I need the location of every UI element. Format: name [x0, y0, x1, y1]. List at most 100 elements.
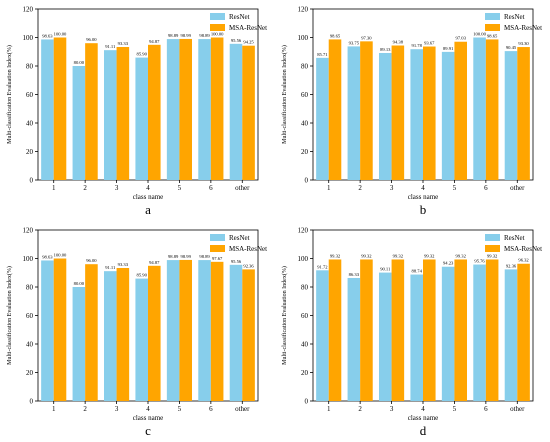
value-label-msa-resnet: 96.32 — [518, 258, 529, 263]
value-label-msa-resnet: 93.30 — [518, 41, 529, 46]
value-label-msa-resnet: 97.30 — [361, 35, 372, 40]
bar-msa-resnet — [485, 259, 499, 401]
y-tick-label: 20 — [301, 148, 309, 156]
y-tick-label: 80 — [26, 284, 34, 292]
bar-resnet — [198, 39, 211, 180]
bar-msa-resnet — [328, 259, 342, 401]
bar-resnet — [104, 50, 117, 181]
value-label-msa-resnet: 99.32 — [361, 253, 372, 258]
value-label-msa-resnet: 98.99 — [181, 33, 192, 38]
bar-msa-resnet — [53, 258, 67, 401]
bar-msa-resnet — [423, 46, 436, 180]
x-tick-label: 1 — [52, 184, 56, 192]
bar-msa-resnet — [391, 259, 405, 401]
value-label-msa-resnet: 94.87 — [149, 39, 160, 44]
legend-label-msa-resnet: MSA-ResNet — [229, 24, 267, 32]
bar-msa-resnet — [517, 47, 530, 180]
x-tick-label: 6 — [209, 184, 213, 192]
bar-msa-resnet — [485, 39, 499, 180]
bar-resnet — [198, 260, 211, 401]
y-tick-label: 100 — [298, 255, 309, 263]
value-label-msa-resnet: 98.65 — [330, 33, 341, 38]
value-label-msa-resnet: 100.00 — [54, 253, 67, 258]
value-label-resnet: 98.63 — [42, 254, 53, 259]
value-label-resnet: 85.90 — [137, 273, 148, 278]
x-tick-label: other — [510, 405, 525, 413]
x-axis-label: class name — [408, 414, 439, 422]
value-label-resnet: 98.89 — [199, 33, 210, 38]
bar-resnet — [347, 46, 361, 180]
bar-resnet — [135, 278, 148, 401]
legend-swatch-resnet — [210, 13, 225, 20]
y-tick-label: 20 — [301, 369, 309, 377]
y-tick-label: 60 — [26, 91, 34, 99]
x-tick-label: other — [510, 184, 525, 192]
y-tick-label: 20 — [26, 148, 34, 156]
y-tick-label: 40 — [26, 120, 34, 128]
bar-resnet — [473, 37, 486, 180]
panel-label: d — [420, 423, 427, 438]
y-tick-label: 100 — [298, 34, 309, 42]
bar-msa-resnet — [179, 259, 192, 401]
bar-msa-resnet — [148, 265, 161, 401]
value-label-resnet: 86.33 — [349, 272, 360, 277]
x-tick-label: 3 — [115, 184, 119, 192]
value-label-msa-resnet: 99.32 — [330, 253, 341, 258]
value-label-msa-resnet: 100.00 — [211, 32, 224, 37]
bar-resnet — [41, 260, 54, 401]
value-label-msa-resnet: 93.33 — [118, 41, 129, 46]
value-label-resnet: 98.89 — [168, 33, 179, 38]
y-tick-label: 120 — [23, 6, 34, 14]
bar-msa-resnet — [148, 44, 161, 181]
value-label-msa-resnet: 94.87 — [149, 260, 160, 265]
bar-msa-resnet — [85, 264, 98, 401]
bar-msa-resnet — [210, 37, 224, 180]
x-tick-label: 5 — [178, 184, 182, 192]
value-label-resnet: 98.89 — [199, 254, 210, 259]
bar-resnet — [229, 264, 243, 401]
x-tick-label: 6 — [484, 405, 488, 413]
y-tick-label: 0 — [30, 398, 34, 406]
value-label-msa-resnet: 96.00 — [86, 37, 97, 42]
x-tick-label: other — [235, 405, 250, 413]
bar-resnet — [41, 39, 54, 180]
bar-resnet — [410, 274, 423, 401]
legend-label-resnet: ResNet — [229, 13, 250, 21]
value-label-resnet: 95.56 — [231, 259, 242, 264]
value-label-msa-resnet: 96.00 — [86, 258, 97, 263]
x-axis-label: class name — [133, 193, 164, 201]
value-label-resnet: 100.00 — [473, 32, 486, 37]
legend-label-msa-resnet: MSA-ResNet — [229, 245, 267, 253]
y-tick-label: 80 — [301, 284, 309, 292]
bar-msa-resnet — [85, 43, 98, 181]
bar-resnet — [135, 57, 148, 180]
value-label-resnet: 91.72 — [317, 264, 328, 269]
bar-resnet — [441, 51, 455, 180]
value-label-resnet: 98.89 — [168, 254, 179, 259]
bar-resnet — [72, 287, 86, 401]
legend-swatch-msa-resnet — [210, 24, 225, 31]
value-label-resnet: 91.78 — [412, 43, 423, 48]
x-axis-label: class name — [133, 414, 164, 422]
x-tick-label: 4 — [421, 184, 425, 192]
legend-swatch-msa-resnet — [210, 245, 225, 252]
legend-label-resnet: ResNet — [229, 234, 250, 242]
value-label-msa-resnet: 94.25 — [243, 40, 254, 45]
bar-resnet — [316, 270, 329, 401]
value-label-msa-resnet: 97.03 — [456, 36, 467, 41]
x-tick-label: 2 — [358, 405, 362, 413]
y-axis-label: Multi-classification Evaluation Index(%) — [6, 266, 13, 365]
bar-msa-resnet — [391, 45, 405, 180]
value-label-resnet: 91.11 — [105, 44, 116, 49]
y-tick-label: 120 — [298, 6, 309, 14]
value-label-msa-resnet: 99.32 — [424, 253, 435, 258]
x-tick-label: 5 — [453, 184, 457, 192]
value-label-resnet: 95.56 — [231, 38, 242, 43]
x-tick-label: 4 — [146, 184, 150, 192]
bar-resnet — [229, 43, 243, 181]
bar-resnet — [166, 39, 180, 180]
y-axis-label: Multi-classification Evaluation Index(%) — [281, 266, 288, 365]
y-tick-label: 80 — [301, 63, 309, 71]
legend-label-msa-resnet: MSA-ResNet — [504, 245, 542, 253]
